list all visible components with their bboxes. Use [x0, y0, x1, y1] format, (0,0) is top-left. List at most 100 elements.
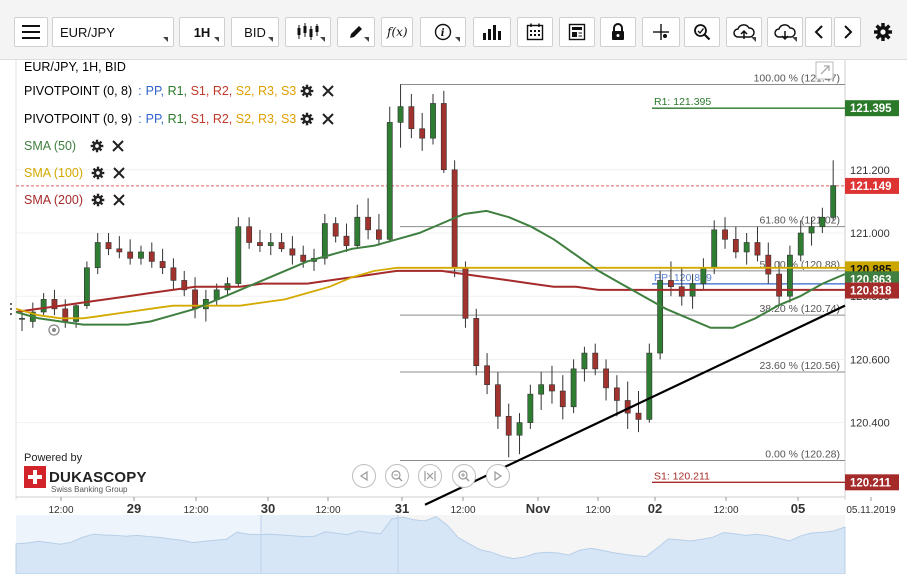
info-button[interactable]: i	[420, 17, 466, 47]
crosshair-icon	[653, 24, 669, 40]
pivot-1-s3: S3	[280, 84, 297, 98]
price-tick-label: 121.200	[850, 165, 890, 177]
time-tick-label: 29	[127, 501, 141, 516]
price-tag-label: 121.149	[850, 181, 892, 193]
pivot-1-name: PIVOTPOINT (0, 8)	[24, 84, 133, 98]
price-chart[interactable]: 100.00 % (121.47)61.80 % (121.02)50.00 %…	[0, 60, 907, 574]
gear-icon[interactable]	[300, 84, 314, 98]
news-button[interactable]	[559, 17, 595, 47]
pivot-2-s3: S3	[280, 112, 297, 126]
volume-button[interactable]	[473, 17, 511, 47]
pivot-1-sep: :	[138, 84, 142, 98]
timeframe-value: 1H	[193, 24, 211, 40]
triangle-left-icon	[359, 471, 368, 481]
time-axis[interactable]: 12:00 29 12:00 30 12:00 31 12:00 Nov 12:00 02 12:0…	[48, 497, 896, 516]
price-tag[interactable]: 120.818	[845, 282, 899, 299]
price-axis[interactable]: 121.200121.000120.800120.600120.400121.3…	[845, 100, 899, 491]
price-tick-label: 121.000	[850, 228, 890, 240]
menu-button[interactable]	[14, 17, 48, 47]
candle-bullish	[711, 229, 718, 269]
reset-zoom-button[interactable]	[418, 464, 442, 488]
candle-bearish	[505, 415, 512, 436]
price-tag[interactable]: 121.149	[845, 177, 899, 194]
price-side-select[interactable]: BID	[231, 17, 279, 47]
legend-sma50[interactable]: SMA (50)	[24, 139, 124, 153]
legend-pivot-2[interactable]: PIVOTPOINT (0, 9) : PP, R1, S1, R2, S2, …	[24, 112, 334, 126]
chart-area[interactable]: 100.00 % (121.47) 61.80 % (121.02) 50.00 %…	[0, 60, 907, 574]
candle-bearish	[51, 299, 58, 310]
price-tag[interactable]: 121.395	[845, 100, 899, 117]
calendar-button[interactable]	[517, 17, 553, 47]
candle-bearish	[419, 128, 426, 139]
svg-text:i: i	[441, 28, 445, 39]
pan-left-button[interactable]	[352, 464, 376, 488]
expand-icon[interactable]	[815, 61, 834, 80]
swiss-cross-icon	[24, 466, 46, 488]
zoom-icon	[694, 24, 711, 41]
gear-icon[interactable]	[300, 112, 314, 126]
candle-bearish	[603, 368, 609, 389]
candle-bullish	[235, 226, 242, 284]
dukascopy-logo: Powered by DUKASCOPY Swiss Banking Group	[24, 452, 147, 494]
legend-sma100[interactable]: SMA (100)	[24, 166, 125, 180]
dropdown-caret-icon	[268, 37, 273, 42]
fibo-level-label: 23.60 % (120.56)	[759, 360, 840, 372]
zoom-in-icon	[458, 470, 470, 482]
legend-pivot-1[interactable]: PIVOTPOINT (0, 8) : PP, R1, S1, R2, S2, …	[24, 84, 334, 98]
pan-right-button[interactable]	[486, 464, 510, 488]
close-icon[interactable]	[112, 140, 124, 152]
gear-icon[interactable]	[90, 139, 104, 153]
close-icon[interactable]	[322, 113, 334, 125]
candle-bearish	[376, 229, 382, 240]
drag-marker-icon[interactable]	[48, 324, 60, 336]
scroll-left-button[interactable]	[805, 17, 832, 47]
price-tag[interactable]: 120.211	[845, 474, 899, 491]
indicators-button[interactable]: f(x)	[381, 17, 413, 47]
fibo-level-label: 61.80 % (121.02)	[759, 215, 840, 227]
timeframe-select[interactable]: 1H	[179, 17, 225, 47]
zoom-button[interactable]	[684, 17, 720, 47]
candle-bearish	[678, 286, 685, 297]
sma100-line	[15, 266, 845, 320]
chart-type-button[interactable]	[285, 17, 331, 47]
gear-icon[interactable]	[91, 166, 105, 180]
dropdown-caret-icon	[163, 37, 168, 42]
close-icon[interactable]	[113, 194, 125, 206]
legend-sma200[interactable]: SMA (200)	[24, 193, 125, 207]
menu-icon	[22, 25, 40, 39]
zoom-out-button[interactable]	[385, 464, 409, 488]
load-cloud-button[interactable]	[767, 17, 803, 47]
price-tick-label: 120.400	[850, 418, 890, 430]
lock-button[interactable]	[600, 17, 636, 47]
candle-bullish	[830, 185, 837, 218]
sma200-line	[15, 269, 845, 313]
candle-bullish	[267, 242, 274, 246]
candle-bullish	[527, 393, 534, 423]
navigator[interactable]	[15, 515, 846, 574]
news-icon	[568, 23, 586, 41]
candle-bullish	[797, 232, 804, 256]
candle-bearish	[278, 242, 285, 250]
cloud-upload-icon	[733, 24, 755, 39]
close-icon[interactable]	[113, 167, 125, 179]
triangle-right-icon	[494, 471, 503, 481]
candle-bearish	[635, 412, 642, 420]
gear-icon[interactable]	[91, 193, 105, 207]
scroll-right-button[interactable]	[834, 17, 861, 47]
zoom-in-button[interactable]	[452, 464, 476, 488]
settings-button[interactable]	[868, 17, 898, 47]
candle-bearish	[549, 384, 555, 392]
brand-name: DUKASCOPY	[49, 468, 147, 486]
save-cloud-button[interactable]	[726, 17, 762, 47]
resize-handle[interactable]	[10, 303, 12, 315]
grid-lines	[16, 169, 845, 424]
drawing-tools-button[interactable]	[337, 17, 375, 47]
candle-bearish	[257, 242, 263, 246]
close-icon[interactable]	[322, 85, 334, 97]
crosshair-button[interactable]	[642, 17, 680, 47]
candle-bullish	[570, 368, 577, 408]
pen-icon	[350, 26, 362, 38]
time-tick-label: 12:00	[183, 505, 208, 516]
instrument-select[interactable]: EUR/JPY	[52, 17, 174, 47]
